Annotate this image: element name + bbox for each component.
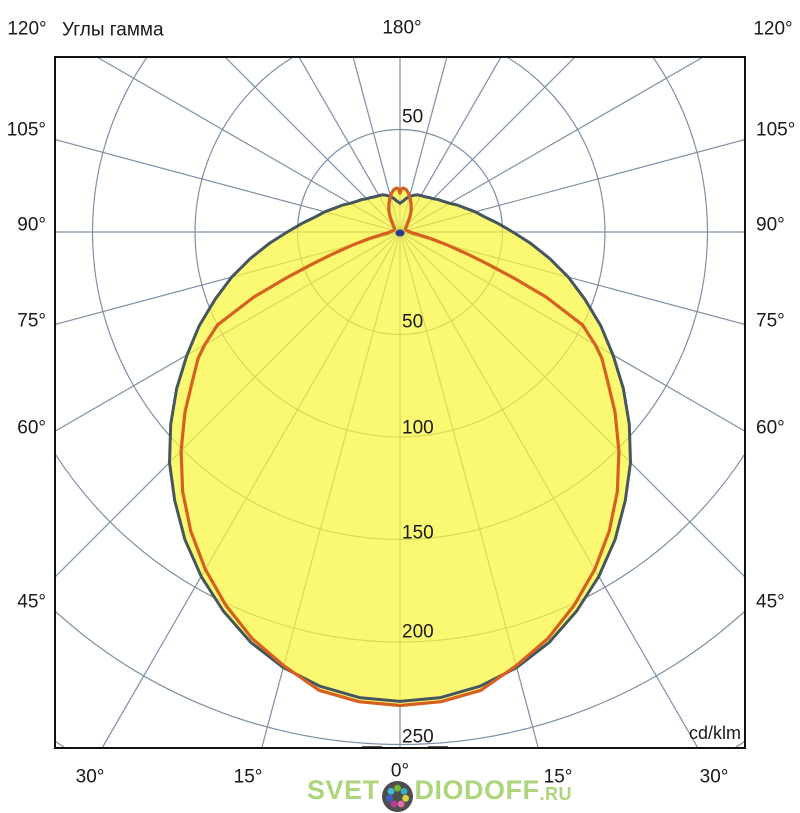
radial-tick-50: 50	[402, 311, 424, 333]
grid-ray-210	[298, 57, 401, 233]
curve-plane-c0-180	[168, 193, 632, 703]
led-color-dots-icon	[381, 780, 414, 813]
watermark-text-right: DIODOFF	[414, 775, 540, 805]
gamma-label-bottom-30l: 30°	[75, 766, 105, 788]
unit-label: cd/klm	[688, 723, 741, 743]
gamma-label-bottom-0: 0°	[390, 760, 410, 782]
origin-dot	[395, 229, 405, 237]
plot-frame	[54, 56, 746, 749]
grid-ray-165	[399, 57, 448, 233]
watermark-tld: .RU	[539, 784, 573, 804]
gamma-label-top-left: 120°	[7, 18, 47, 40]
distribution-fill	[169, 188, 631, 706]
curve-plane-c90-270	[179, 186, 621, 708]
gamma-label-left-45: 45°	[17, 591, 46, 613]
grid-ray-240	[95, 57, 401, 233]
grid-ray-135	[399, 57, 576, 233]
gamma-label-right-90: 90°	[756, 214, 785, 236]
grid-ray-195	[352, 57, 401, 233]
gamma-label-bottom-15r: 15°	[543, 766, 573, 788]
watermark: SVET DIODOFF .RU	[307, 774, 573, 812]
grid-ray-105	[399, 138, 745, 233]
radial-tick-200: 200	[402, 621, 434, 643]
radial-tick-50-top: 50	[402, 106, 424, 128]
grid-ray-255	[55, 138, 401, 233]
grid-ray-150	[399, 57, 502, 233]
gamma-label-bottom-15l: 15°	[233, 766, 263, 788]
gamma-label-right-60: 60°	[756, 417, 785, 439]
grid-ray-120	[399, 57, 705, 233]
radial-tick-250: 250	[402, 726, 434, 748]
gamma-label-right-105: 105°	[756, 119, 796, 141]
gamma-label-left-105: 105°	[6, 119, 46, 141]
chart-title: Углы гамма	[62, 19, 164, 41]
gamma-label-left-75: 75°	[17, 310, 46, 332]
gamma-label-right-45: 45°	[756, 591, 785, 613]
grid-ray-225	[224, 57, 401, 233]
gamma-label-left-90: 90°	[17, 214, 46, 236]
gamma-label-180: 180°	[382, 17, 422, 39]
gamma-label-bottom-30r: 30°	[699, 766, 729, 788]
radial-tick-100: 100	[402, 417, 434, 439]
gamma-label-right-75: 75°	[756, 310, 785, 332]
gamma-label-top-right: 120°	[753, 18, 793, 40]
radial-tick-150: 150	[402, 522, 434, 544]
watermark-text-left: SVET	[307, 775, 380, 805]
gamma-label-left-60: 60°	[17, 417, 46, 439]
